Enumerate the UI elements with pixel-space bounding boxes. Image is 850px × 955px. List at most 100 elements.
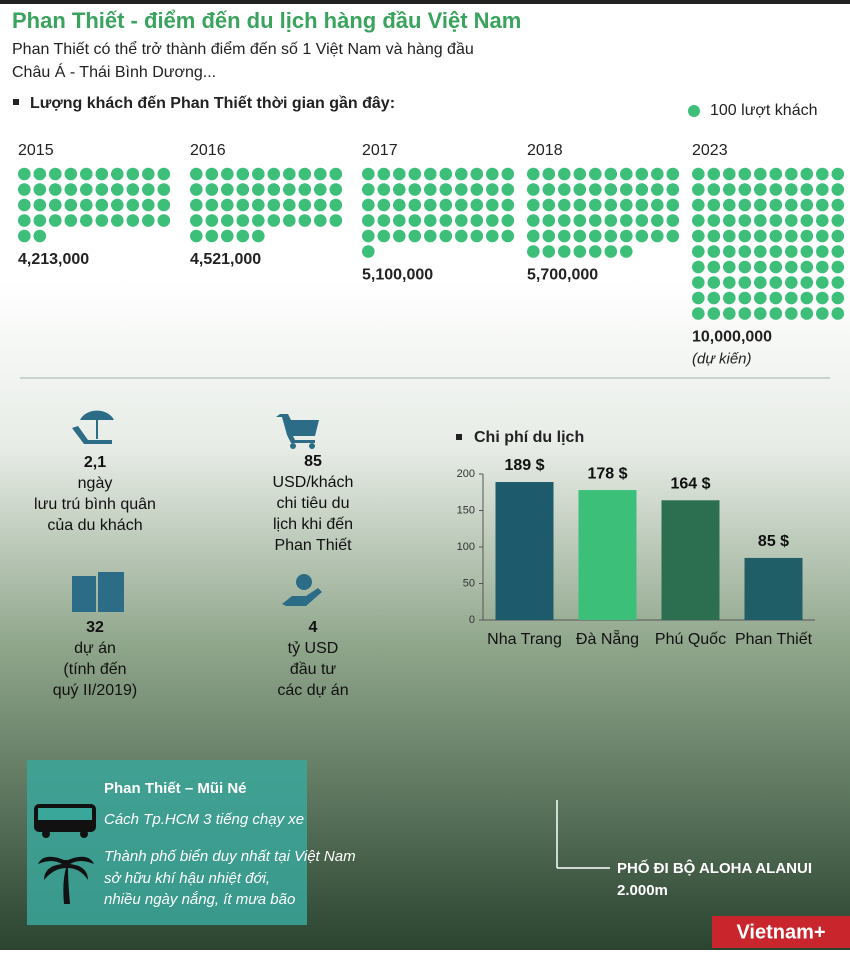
visitor-dot — [527, 183, 540, 196]
visitor-dot — [831, 198, 845, 212]
visitor-dot — [723, 214, 736, 227]
visitor-dot — [267, 198, 281, 212]
visitor-dot — [707, 198, 721, 212]
visitor-dot — [707, 245, 721, 258]
visitor-dot — [470, 167, 484, 181]
visitor-dot — [831, 307, 845, 320]
visitor-dot — [205, 183, 219, 196]
visitor-dot — [111, 214, 124, 227]
visitor-dot — [362, 229, 375, 243]
visitor-dot — [738, 291, 752, 305]
visitor-dot — [785, 198, 798, 212]
visitor-dot — [393, 183, 406, 196]
visitor-dot — [157, 198, 171, 212]
visitor-dot — [692, 245, 705, 258]
visitor-dot — [785, 167, 798, 181]
bus-icon — [34, 804, 96, 838]
visitor-dot — [80, 198, 93, 212]
visitor-dot — [80, 183, 93, 196]
visitor-dot — [816, 229, 829, 243]
visitor-dot — [377, 198, 391, 212]
stat-text: tỷ USD — [288, 640, 339, 657]
visitor-dot — [651, 167, 664, 181]
visitor-dot — [329, 167, 343, 181]
visitor-dot — [620, 183, 633, 196]
cart-icon — [276, 414, 319, 449]
visitor-dot — [831, 260, 845, 274]
visitor-dot — [236, 198, 250, 212]
visitor-dot — [785, 214, 798, 227]
visitor-dot — [455, 214, 468, 227]
visitor-dot — [393, 229, 406, 243]
visitor-dot — [754, 198, 767, 212]
visitor-dot — [542, 183, 556, 196]
visitor-dot — [142, 214, 155, 227]
visitor-dot — [620, 229, 633, 243]
visitor-dot — [604, 167, 618, 181]
visitor-dot — [329, 214, 343, 227]
visitor-dot — [236, 167, 250, 181]
x-tick-label: Phú Quốc — [655, 631, 726, 648]
visitor-dot — [283, 183, 296, 196]
visitor-dot — [800, 229, 814, 243]
visitor-dot — [424, 167, 437, 181]
visitor-dot — [236, 229, 250, 243]
visitor-dot — [589, 245, 602, 258]
visitor-dot — [558, 245, 571, 258]
visitor-dot — [604, 183, 618, 196]
visitor-dot — [800, 245, 814, 258]
visitor-dot — [314, 214, 327, 227]
visitor-count: 10,000,000 — [692, 329, 772, 346]
visitor-dot — [408, 183, 422, 196]
visitor-dot — [486, 214, 499, 227]
info-text: Thành phố biển duy nhất tại Việt Nam — [104, 848, 356, 865]
visitor-dot — [455, 198, 468, 212]
visitor-dot — [470, 183, 484, 196]
visitor-dot — [298, 167, 312, 181]
visitor-dot — [816, 245, 829, 258]
visitor-dot — [769, 245, 783, 258]
y-tick-label: 0 — [469, 614, 475, 626]
visitor-dot — [769, 260, 783, 274]
visitor-dot — [831, 214, 845, 227]
visitor-dot — [692, 198, 705, 212]
visitor-dot — [816, 214, 829, 227]
visitor-dot — [754, 229, 767, 243]
visitor-dot — [33, 167, 47, 181]
visitor-dot — [754, 214, 767, 227]
visitor-dot — [126, 167, 140, 181]
visitor-dot — [800, 167, 814, 181]
info-title: Phan Thiết – Mũi Né — [104, 780, 247, 797]
visitor-dot — [157, 183, 171, 196]
visitor-dot — [707, 167, 721, 181]
visitor-dot — [800, 291, 814, 305]
visitor-dot — [635, 198, 649, 212]
visitor-dot — [635, 167, 649, 181]
visitor-dot — [33, 229, 47, 243]
visitor-dot — [142, 198, 155, 212]
bar — [661, 500, 720, 620]
visitor-dot — [424, 229, 437, 243]
visitor-dot — [785, 291, 798, 305]
stat-text: lịch khi đến — [273, 516, 353, 533]
top-rule — [0, 0, 850, 4]
visitor-dot — [393, 198, 406, 212]
visitor-dot — [205, 214, 219, 227]
visitor-dot — [723, 307, 736, 320]
visitor-dot — [692, 291, 705, 305]
visitor-dot — [754, 245, 767, 258]
visitor-dot — [190, 183, 203, 196]
visitor-dot — [527, 229, 540, 243]
visitor-dot — [33, 183, 47, 196]
visitor-dot — [604, 229, 618, 243]
stat-text: (tính đến — [63, 661, 126, 678]
visitor-dot — [666, 183, 680, 196]
y-tick-label: 100 — [457, 541, 475, 553]
visitor-dot — [126, 183, 140, 196]
visitor-dot — [486, 229, 499, 243]
stat-text: quý II/2019) — [53, 682, 138, 699]
caption-length: 2.000m — [617, 882, 668, 899]
visitor-count: 5,700,000 — [527, 267, 598, 284]
visitor-dot — [785, 183, 798, 196]
